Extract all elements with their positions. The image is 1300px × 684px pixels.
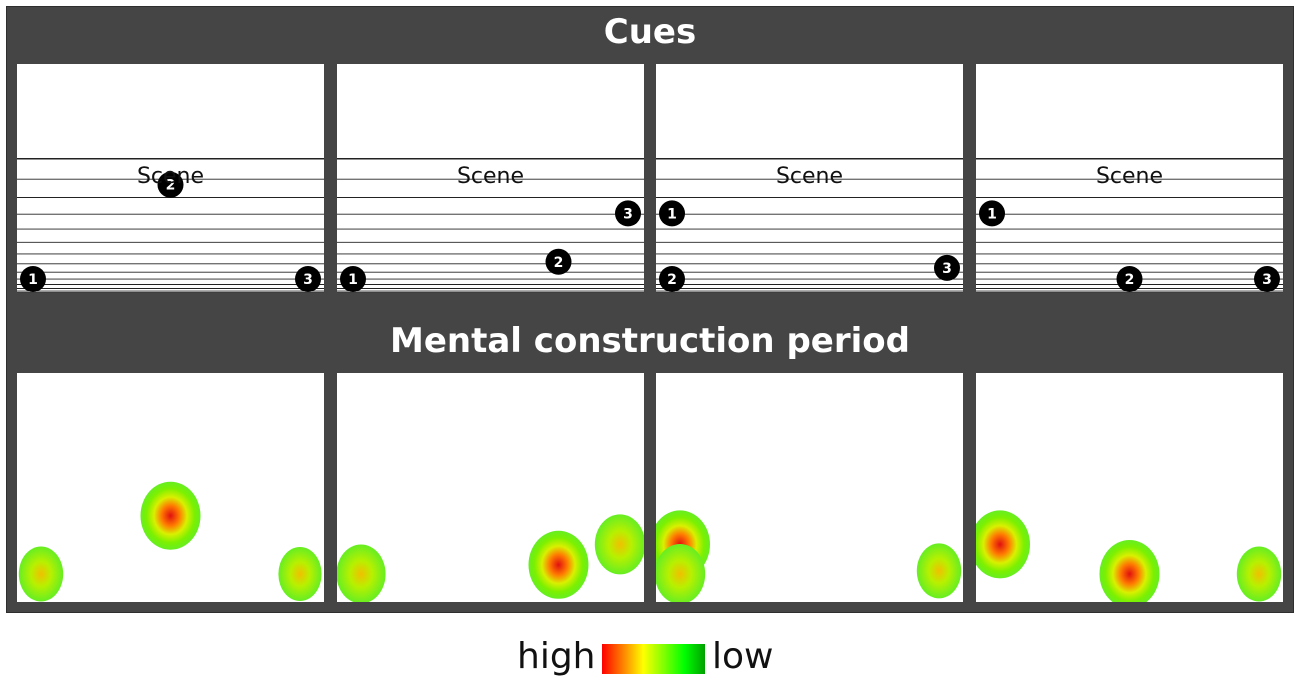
- heat-blob: [337, 544, 386, 602]
- cue-number: 3: [623, 206, 633, 222]
- cue-marker-1: 1: [20, 266, 46, 292]
- perspective-grid: [17, 158, 324, 293]
- cue-marker-2: 2: [545, 248, 572, 275]
- cue-marker-3: 3: [1254, 266, 1280, 292]
- heatmap-panel-1: [17, 373, 324, 602]
- heat-blob: [916, 543, 962, 599]
- mental-construction-title: Mental construction period: [390, 321, 910, 361]
- cue-marker-3: 3: [934, 254, 960, 281]
- cue-marker-3: 3: [615, 200, 641, 227]
- cue-number: 1: [987, 206, 997, 222]
- cue-panel-2: 1 2 3 Scene: [337, 64, 644, 293]
- heat-blob: [976, 510, 1030, 579]
- cue-number: 1: [28, 272, 38, 288]
- cue-marker-2: 2: [659, 266, 685, 292]
- cue-marker-2: 2: [1116, 266, 1143, 292]
- heat-blob: [1099, 540, 1160, 602]
- legend-gradient-bar: [602, 644, 705, 674]
- cue-marker-1: 1: [979, 200, 1005, 227]
- cue-number: 2: [554, 255, 564, 271]
- cue-number: 3: [942, 261, 952, 277]
- heat-blob: [140, 481, 201, 550]
- legend-low-label: low: [712, 636, 774, 677]
- heatmap-panel-3: [656, 373, 963, 602]
- cue-panel-3: 1 2 3 Scene: [656, 64, 963, 293]
- perspective-grid: [656, 158, 963, 293]
- cue-marker-1: 1: [659, 200, 685, 227]
- cues-title: Cues: [603, 12, 697, 52]
- legend-high-label: high: [517, 636, 596, 677]
- heatmap-panel-2: [337, 373, 644, 602]
- cue-number: 1: [667, 206, 677, 222]
- perspective-grid: [976, 158, 1283, 293]
- cue-number: 2: [166, 178, 176, 194]
- cue-marker-1: 1: [340, 266, 366, 292]
- cue-number: 1: [348, 272, 358, 288]
- heat-blob: [528, 530, 589, 599]
- heat-blob: [278, 547, 322, 601]
- cue-number: 3: [1262, 272, 1272, 288]
- cue-marker-3: 3: [295, 266, 321, 292]
- cue-panel-1: 1 2 3 Scene: [17, 64, 324, 293]
- cue-number: 2: [667, 272, 677, 288]
- cue-number: 3: [303, 272, 313, 288]
- heat-blob: [594, 514, 644, 575]
- heat-blob: [656, 544, 706, 602]
- heat-blob: [1236, 546, 1282, 602]
- heat-blob: [18, 546, 64, 602]
- cue-panel-4: 1 2 3 Scene: [976, 64, 1283, 293]
- heatmap-panel-4: [976, 373, 1283, 602]
- perspective-grid: [337, 158, 644, 293]
- cue-marker-2: 2: [157, 171, 184, 198]
- cue-number: 2: [1125, 272, 1135, 288]
- color-legend: high low: [0, 634, 1300, 680]
